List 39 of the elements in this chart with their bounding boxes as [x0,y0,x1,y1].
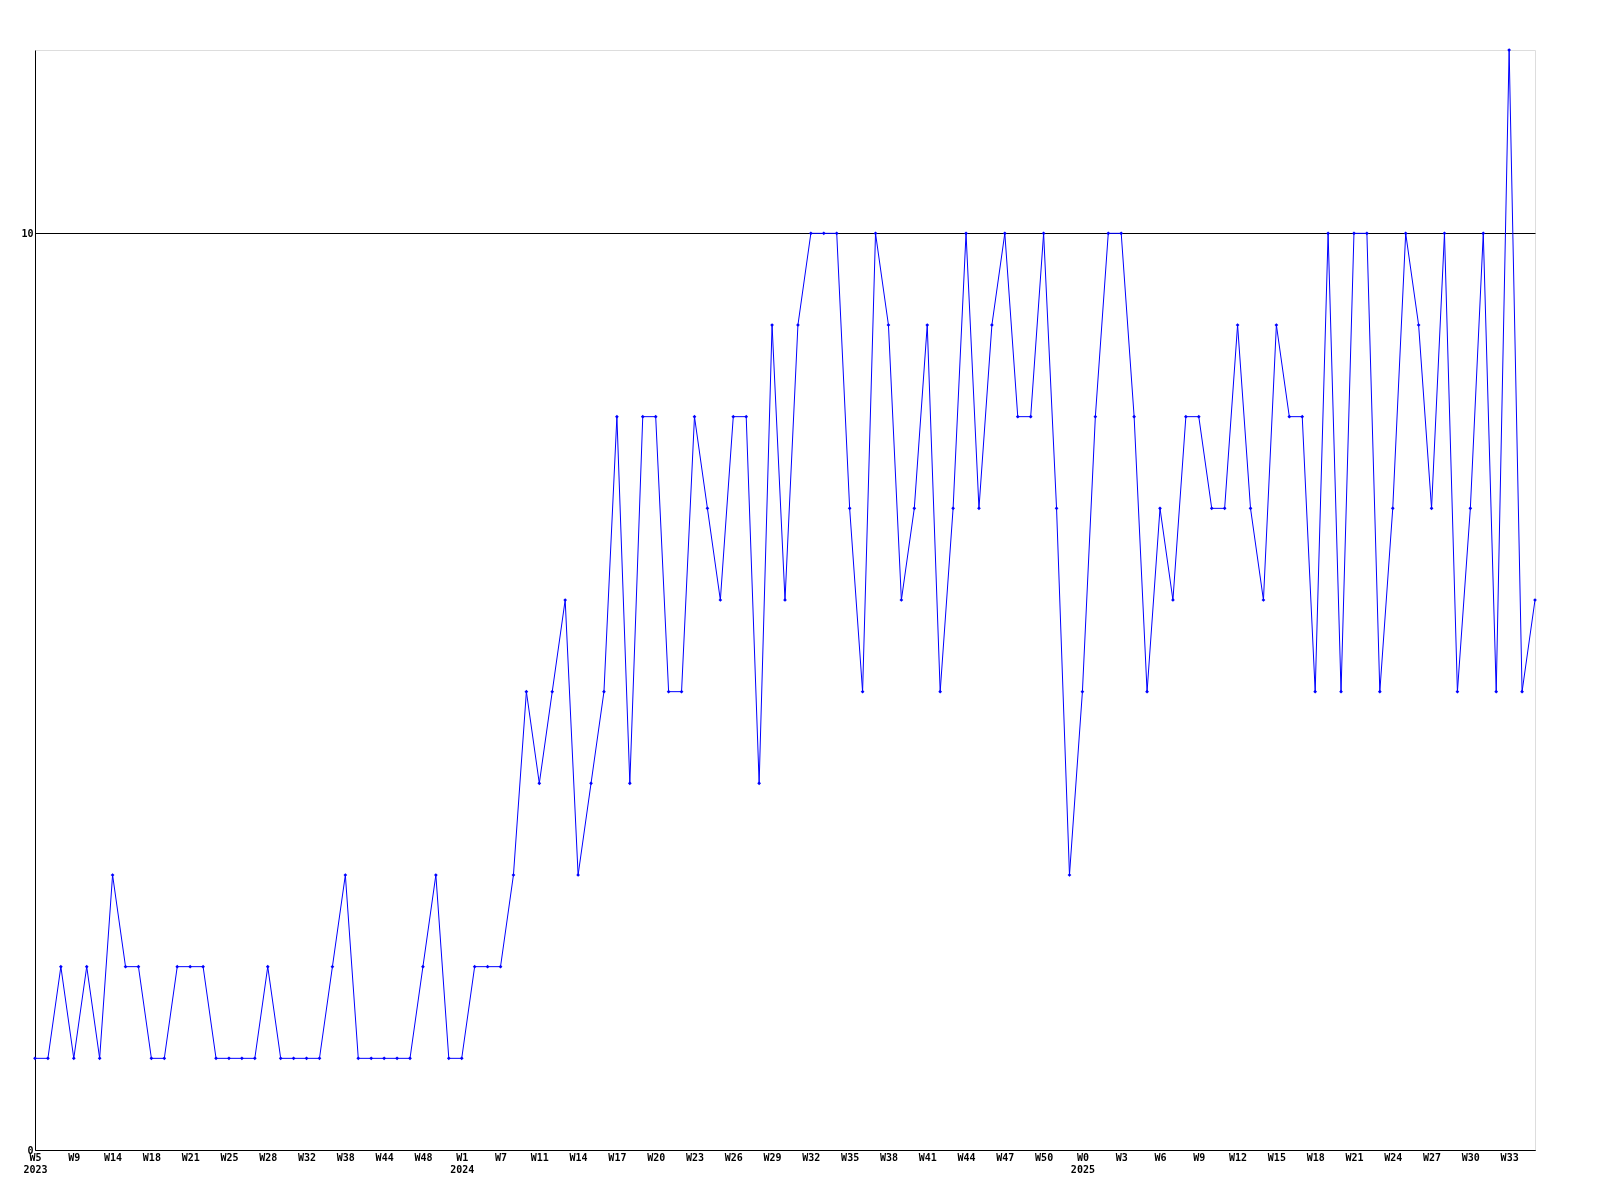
x-tick-label: W25 [220,1151,239,1163]
x-tick-label: W9 [68,1151,81,1163]
x-tick-label: W32 [802,1151,821,1163]
x-tick-label: W26 [724,1151,743,1163]
x-tick-label: W9 [1193,1151,1206,1163]
x-tick-label: W1 2024 [450,1151,475,1175]
x-tick-label: W47 [996,1151,1015,1163]
x-tick-label: W38 [879,1151,898,1163]
x-tick-label: W44 [375,1151,394,1163]
x-tick-label: W6 [1154,1151,1167,1163]
x-tick-label: W28 [259,1151,278,1163]
x-tick-label: W3 [1115,1151,1128,1163]
x-tick-label: W44 [957,1151,976,1163]
x-tick-label: W18 [1306,1151,1325,1163]
x-tick-label: W0 2025 [1070,1151,1095,1175]
x-tick-label: W14 [104,1151,123,1163]
x-tick-label: W24 [1384,1151,1403,1163]
x-tick-label: W21 [181,1151,200,1163]
x-tick-label: W17 [608,1151,627,1163]
x-tick-label: W14 [569,1151,588,1163]
x-tick-label: W48 [414,1151,433,1163]
x-tick-label: W41 [918,1151,937,1163]
x-tick-label: W18 [142,1151,161,1163]
x-tick-label: W15 [1267,1151,1286,1163]
x-tick-label: W33 [1500,1151,1519,1163]
x-tick-label: W7 [494,1151,508,1163]
x-tick-label: W11 [530,1151,549,1163]
x-tick-label: W50 [1035,1151,1054,1163]
x-tick-label: W35 [841,1151,860,1163]
x-tick-label: W30 [1461,1151,1480,1163]
x-tick-label: W29 [763,1151,782,1163]
y-tick-label: 10 [21,227,34,239]
x-tick-label: W38 [336,1151,355,1163]
x-tick-label: W20 [647,1151,666,1163]
x-tick-label: W32 [298,1151,317,1163]
x-tick-label: W21 [1345,1151,1364,1163]
x-tick-label: W27 [1423,1151,1442,1163]
x-tick-label: W23 [685,1151,705,1163]
x-tick-label: W12 [1229,1151,1248,1163]
